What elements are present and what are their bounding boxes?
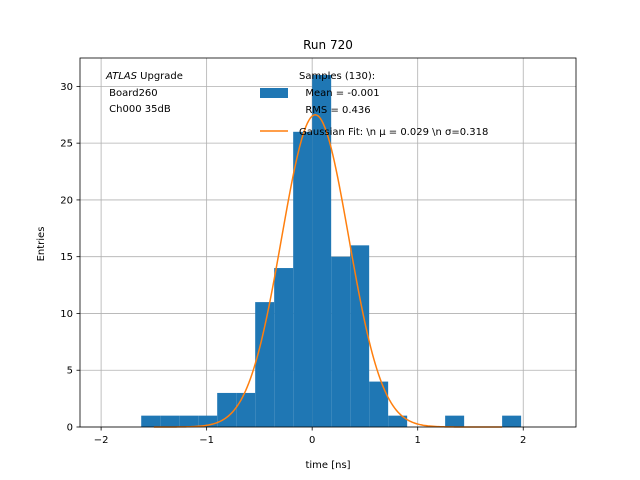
svg-text:ATLAS Upgrade: ATLAS Upgrade	[105, 71, 183, 82]
chart-title: Run 720	[303, 38, 353, 52]
axes	[76, 57, 577, 431]
plot-frame	[79, 57, 577, 428]
x-axis-label: time [ns]	[305, 460, 350, 471]
histogram-bar	[217, 392, 237, 427]
histogram-bar	[388, 415, 408, 427]
y-tick-label: 25	[60, 139, 73, 150]
x-tick-label: 0	[309, 435, 315, 446]
x-tick-label: −2	[94, 435, 109, 446]
histogram-bar	[274, 268, 294, 427]
histogram-bar	[350, 245, 370, 427]
atlas-annotation: ATLAS Upgrade Board260 Ch000 35dB	[105, 71, 183, 115]
x-tick-label: −1	[199, 435, 214, 446]
upgrade-label: Upgrade	[137, 71, 183, 82]
channel-label: Ch000 35dB	[106, 104, 171, 115]
histogram-bar	[445, 415, 465, 427]
histogram-bar	[255, 302, 275, 427]
histogram-bar	[236, 392, 256, 427]
atlas-label: ATLAS	[105, 71, 138, 82]
y-tick-label: 20	[60, 195, 73, 206]
histogram-bar	[179, 415, 199, 427]
histogram-bars	[141, 75, 522, 428]
y-tick-label: 10	[60, 309, 73, 320]
legend-hist-swatch	[260, 88, 288, 98]
legend-hist-label-line3: RMS = 0.436	[299, 105, 371, 116]
y-tick-label: 0	[67, 423, 73, 434]
histogram-bar	[312, 75, 332, 428]
histogram-bar	[160, 415, 180, 427]
histogram-bar	[198, 415, 218, 427]
x-tick-label: 2	[520, 435, 526, 446]
legend: Samples (130): Mean = -0.001 RMS = 0.436…	[260, 71, 488, 138]
legend-hist-label-line2: Mean = -0.001	[299, 88, 380, 99]
y-tick-label: 15	[60, 252, 73, 263]
histogram-bar	[141, 415, 161, 427]
histogram-bar	[502, 415, 522, 427]
legend-hist-label-line1: Samples (130):	[299, 71, 375, 82]
x-tick-label: 1	[415, 435, 421, 446]
y-tick-label: 30	[60, 82, 73, 93]
y-axis-label: Entries	[36, 227, 47, 262]
board-label: Board260	[106, 88, 158, 99]
y-tick-label: 5	[67, 366, 73, 377]
histogram-bar	[293, 131, 313, 428]
legend-fit-label: Gaussian Fit: \n μ = 0.029 \n σ=0.318	[299, 127, 488, 138]
histogram-bar	[331, 256, 351, 427]
histogram-bar	[369, 381, 389, 427]
